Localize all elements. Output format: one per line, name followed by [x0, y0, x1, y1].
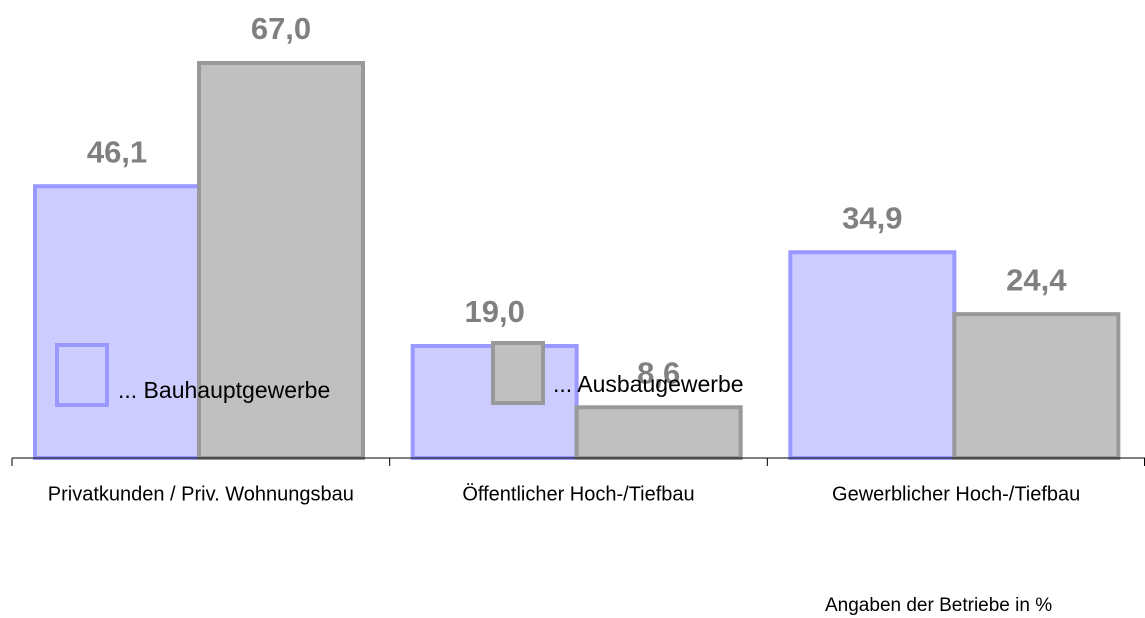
- note: Angaben der Betriebe in %: [825, 595, 1052, 616]
- value-label: 46,1: [87, 134, 147, 169]
- x-tick-label: Öffentlicher Hoch-/Tiefbau: [462, 483, 694, 505]
- bar: [788, 250, 957, 460]
- x-tick-label: Gewerblicher Hoch-/Tiefbau: [832, 483, 1080, 505]
- value-label: 24,4: [1006, 262, 1067, 297]
- value-label: 34,9: [842, 200, 902, 235]
- value-label: 8,6: [637, 355, 680, 390]
- legend-swatch: [55, 343, 109, 407]
- bar: [574, 405, 743, 460]
- legend-swatch: [491, 341, 545, 405]
- value-label: 19,0: [464, 294, 524, 329]
- legend-label: ... Ausbaugewerbe: [553, 371, 744, 397]
- bar: [197, 61, 365, 460]
- legend-label: ... Bauhauptgewerbe: [118, 377, 330, 403]
- x-tick-label: Privatkunden / Priv. Wohnungsbau: [48, 483, 354, 505]
- value-label: 67,0: [251, 11, 311, 46]
- bar: [952, 312, 1121, 461]
- bar: [33, 184, 201, 460]
